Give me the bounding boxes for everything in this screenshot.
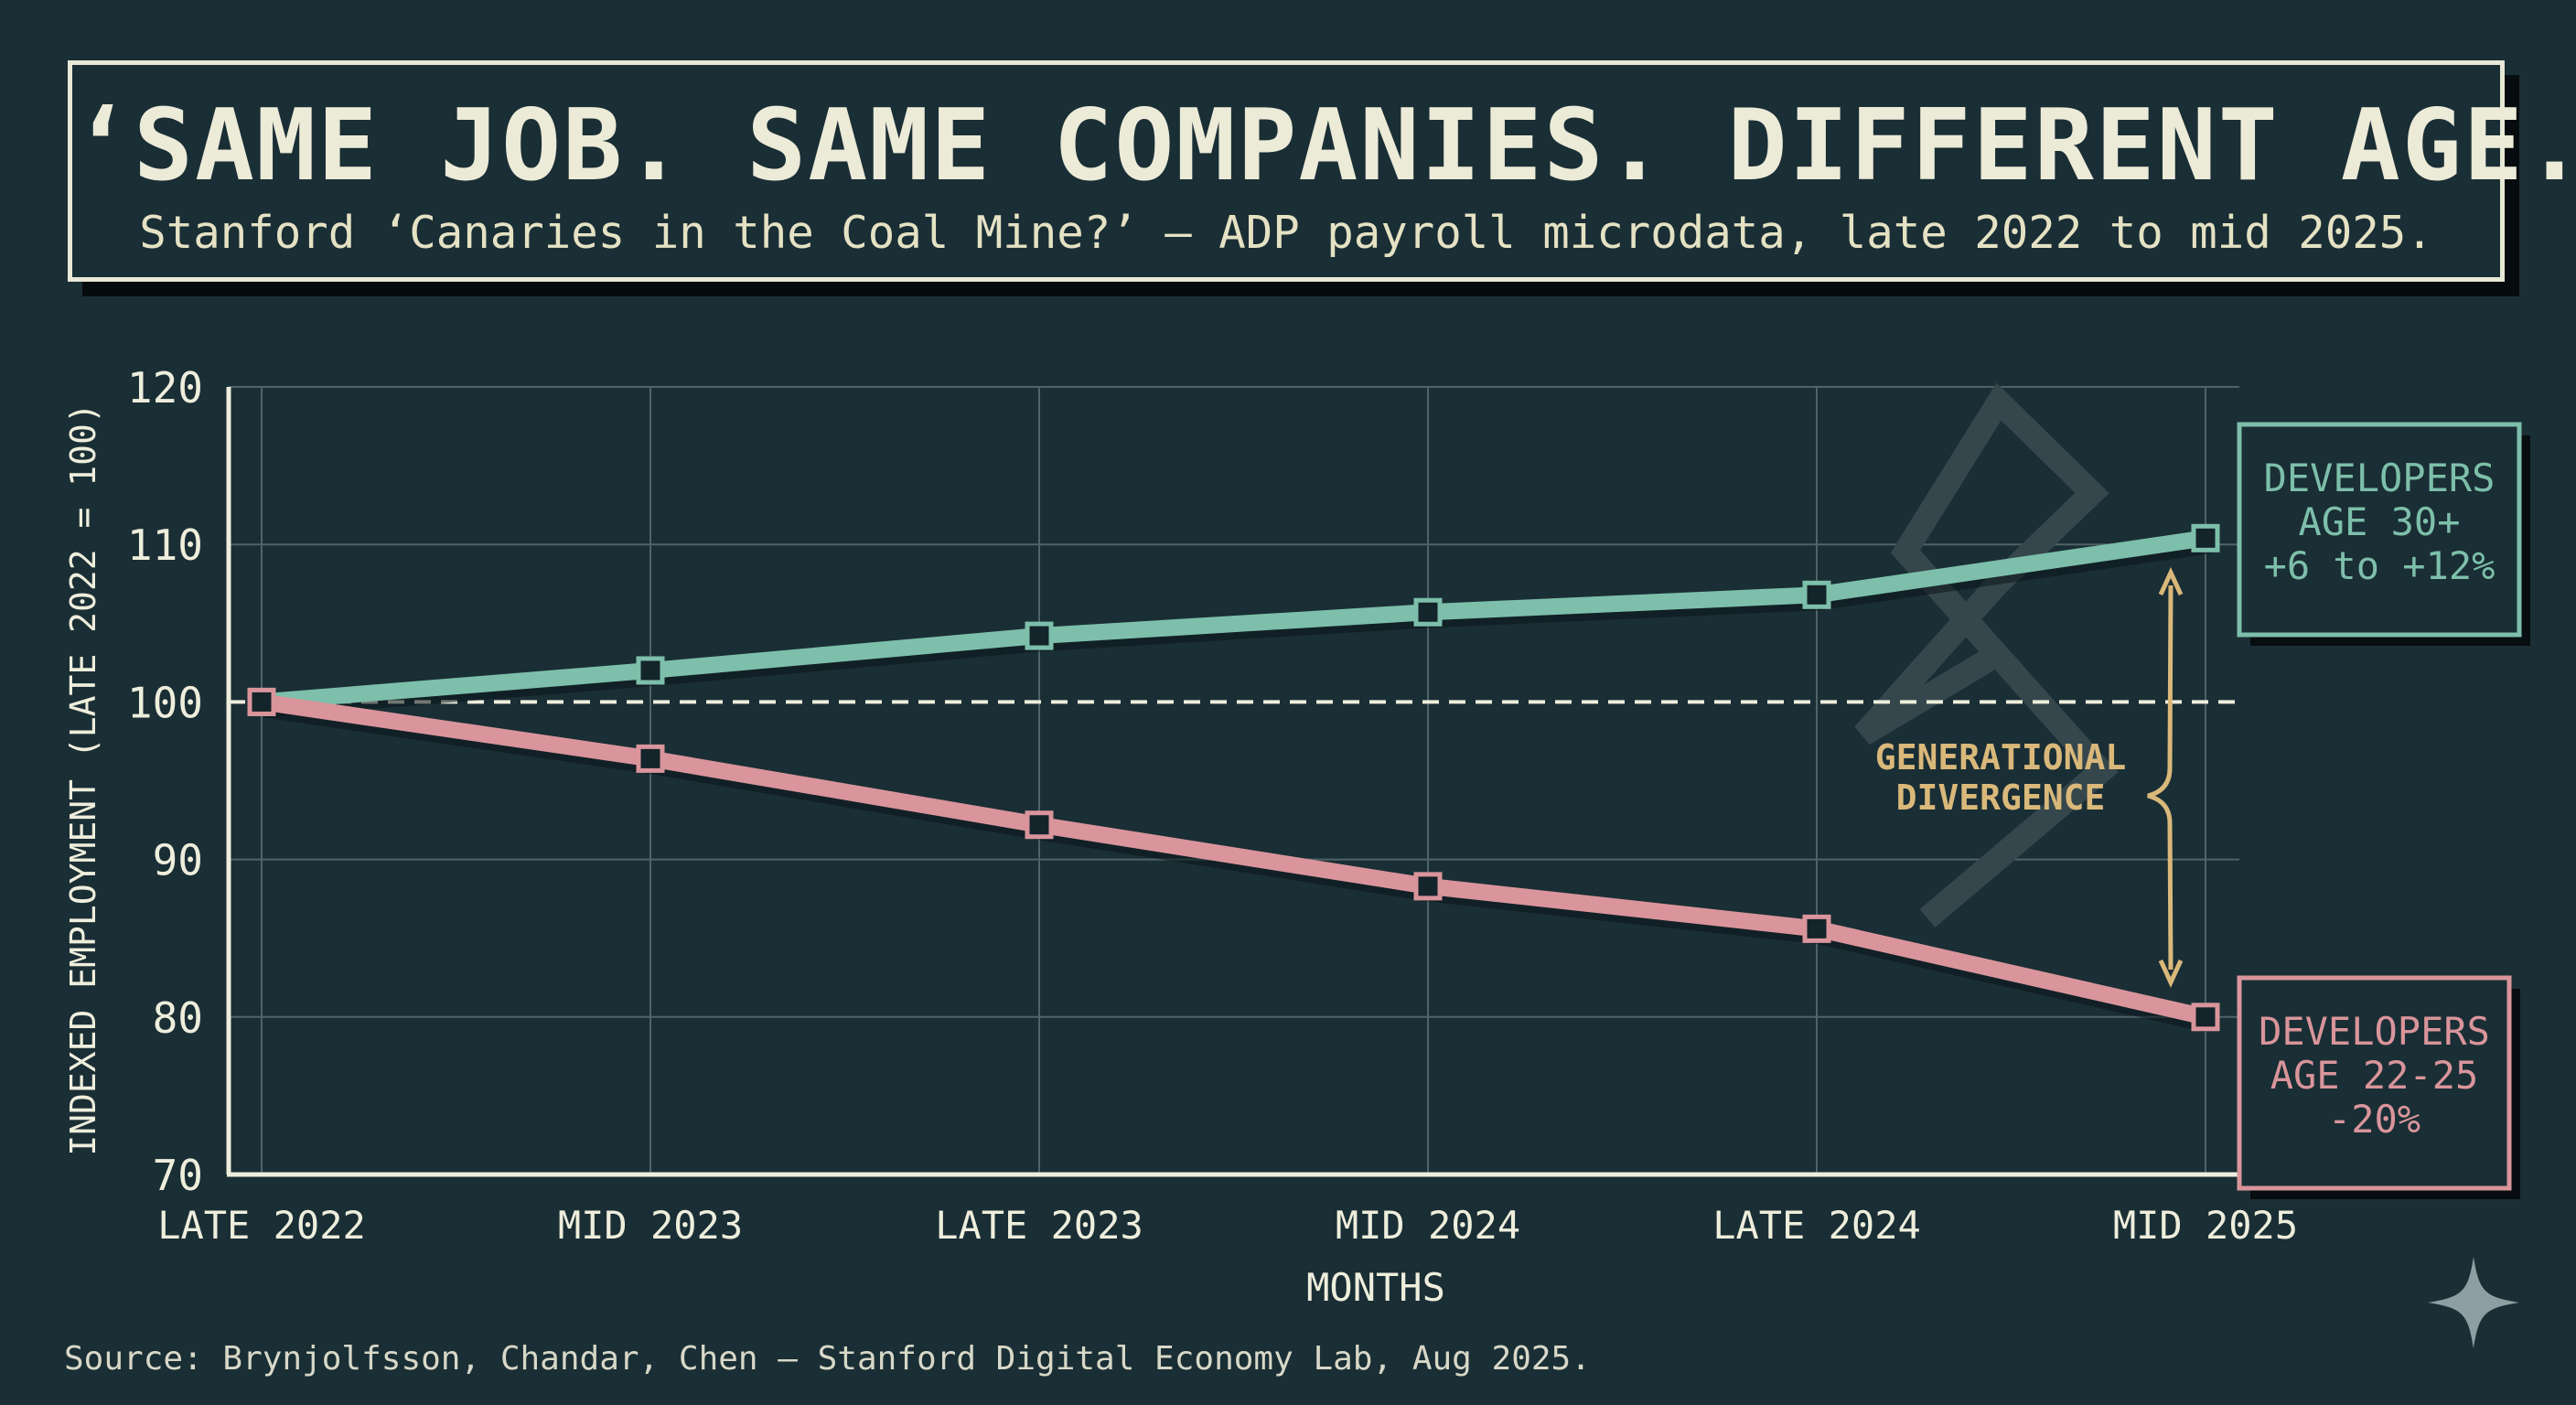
x-tick-label: MID 2025: [2113, 1203, 2298, 1248]
point-age-30-plus: [1025, 621, 1054, 650]
x-axis-title: MONTHS: [1306, 1265, 1445, 1310]
series-label-line: AGE 30+: [2298, 499, 2460, 544]
series-line-age-30-plus: [253, 530, 2214, 711]
point-age-30-plus: [1413, 597, 1443, 627]
y-axis-title: INDEXED EMPLOYMENT (LATE 2022 = 100): [63, 402, 103, 1156]
series-label-line: DEVELOPERS: [2264, 456, 2496, 500]
series-label-line: +6 to +12%: [2264, 543, 2496, 588]
x-tick-label: MID 2024: [1336, 1203, 1520, 1248]
arrow-up-icon: [2158, 566, 2184, 596]
x-tick-label: MID 2023: [558, 1203, 743, 1248]
point-age-22-25: [1802, 914, 1831, 943]
point-age-30-plus: [1802, 580, 1831, 609]
point-age-30-plus: [636, 656, 665, 685]
source-note: Source: Brynjolfsson, Chandar, Chen — St…: [64, 1340, 1591, 1378]
point-age-22-25: [247, 687, 276, 716]
series-line-age-22-25: [253, 693, 2214, 1025]
chart-subtitle: Stanford ‘Canaries in the Coal Mine?’ — …: [139, 206, 2433, 259]
y-tick-label: 70: [153, 1151, 203, 1200]
point-age-22-25: [1413, 872, 1443, 901]
y-tick-label: 120: [127, 363, 203, 413]
watermark-icon: [1854, 382, 2119, 928]
point-age-22-25: [636, 744, 665, 773]
divergence-bracket: [2147, 585, 2174, 971]
point-age-30-plus: [2191, 523, 2220, 552]
x-tick-label: LATE 2024: [1712, 1203, 1921, 1248]
annotation-label: GENERATIONAL: [1875, 737, 2127, 778]
x-tick-label: LATE 2022: [157, 1203, 366, 1248]
x-tick-label: LATE 2023: [935, 1203, 1143, 1248]
chart-title: ‘SAME JOB. SAME COMPANIES. DIFFERENT AGE…: [72, 89, 2576, 203]
sparkle-icon: [2428, 1257, 2519, 1348]
label-box-age-30-plus: [2237, 422, 2522, 638]
annotation-label: DIVERGENCE: [1896, 778, 2106, 818]
y-tick-label: 90: [153, 836, 203, 885]
series-label-line: AGE 22-25: [2270, 1053, 2479, 1098]
series-label-line: -20%: [2328, 1097, 2420, 1142]
title-box: ‘SAME JOB. SAME COMPANIES. DIFFERENT AGE…: [68, 60, 2576, 282]
y-tick-label: 80: [153, 993, 203, 1043]
series-label-line: DEVELOPERS: [2259, 1009, 2490, 1054]
arrow-down-icon: [2158, 959, 2184, 989]
point-age-22-25: [1025, 810, 1054, 840]
y-tick-label: 100: [127, 678, 203, 727]
point-age-22-25: [2191, 1003, 2220, 1032]
label-box-age-22-25: [2237, 975, 2512, 1191]
y-tick-label: 110: [127, 520, 203, 570]
